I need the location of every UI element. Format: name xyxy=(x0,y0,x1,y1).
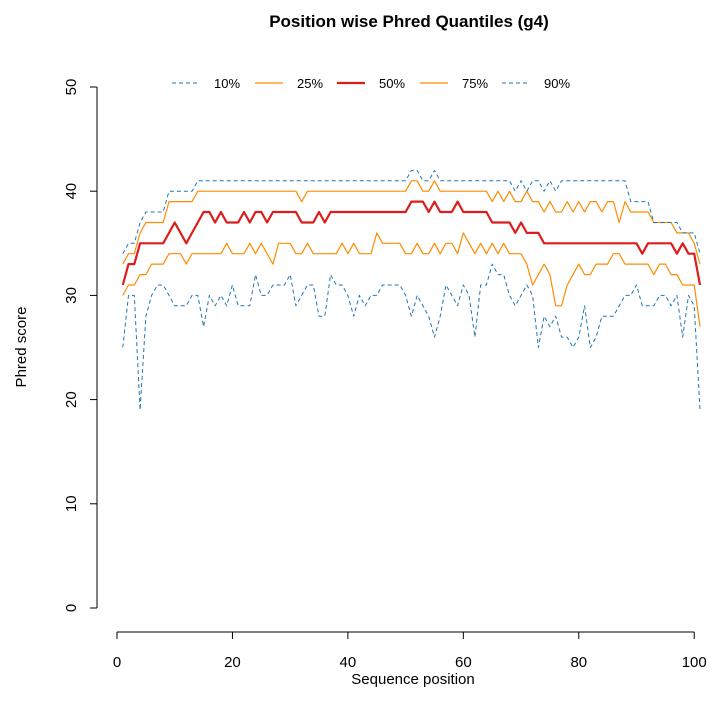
x-tick-label: 0 xyxy=(113,654,121,671)
x-tick-label: 20 xyxy=(224,654,241,671)
legend-label-75pct: 75% xyxy=(462,76,488,91)
y-tick-label: 40 xyxy=(63,183,80,200)
y-tick-label: 10 xyxy=(63,495,80,512)
legend: 10% 25% 50% 75% 90% xyxy=(172,76,570,91)
x-tick-label: 40 xyxy=(340,654,357,671)
series-line-10pct xyxy=(122,263,701,411)
plot-area xyxy=(121,169,702,411)
x-tick-label: 100 xyxy=(682,654,707,671)
legend-label-90pct: 90% xyxy=(544,76,570,91)
x-tick-label: 80 xyxy=(570,654,587,671)
x-tick-label: 60 xyxy=(455,654,472,671)
series-line-25pct xyxy=(122,232,701,327)
legend-label-50pct: 50% xyxy=(379,76,405,91)
legend-label-25pct: 25% xyxy=(297,76,323,91)
series-line-50pct xyxy=(121,200,702,286)
chart-title: Position wise Phred Quantiles (g4) xyxy=(269,12,549,31)
legend-label-10pct: 10% xyxy=(214,76,240,91)
y-tick-label: 20 xyxy=(63,391,80,408)
y-tick-label: 0 xyxy=(63,604,80,612)
series-line-90pct xyxy=(122,169,701,254)
y-axis-label: Phred score xyxy=(13,307,30,388)
y-tick-label: 50 xyxy=(63,79,80,96)
y-axis: 0 10 20 30 40 50 xyxy=(63,79,98,612)
x-axis-label: Sequence position xyxy=(351,671,474,688)
series-line-75pct xyxy=(122,180,701,265)
y-tick-label: 30 xyxy=(63,287,80,304)
x-axis: 0 20 40 60 80 100 xyxy=(113,631,707,671)
